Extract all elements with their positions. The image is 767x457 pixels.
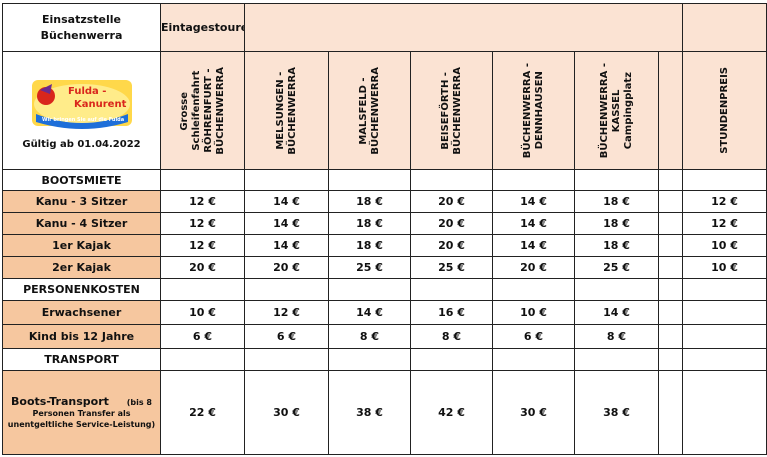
price-cell [657,324,684,349]
route-name: BÜCHENWERRA - DENNHAUSEN [521,62,545,159]
price-cell [657,190,684,213]
route-name: MALSFELD - BÜCHENWERRA [357,66,381,155]
header-spacer [243,3,684,52]
price-cell: 38 € [574,370,659,455]
price-cell: 14 € [492,190,575,213]
price-cell: 14 € [492,212,575,235]
price-cell: 22 € [160,370,245,455]
route-name: STUNDENPREIS [718,67,730,154]
price-cell: 20 € [410,234,493,257]
row-label: 2er Kajak [2,256,161,279]
route-header-2: MELSUNGEN - BÜCHENWERRA [244,51,329,170]
route-header-6: BÜCHENWERRA - KASSEL Campingplatz [574,51,659,170]
price-cell: 12 € [682,190,767,213]
price-cell [682,324,767,349]
route-name: BÜCHENWERRA - KASSEL Campingplatz [598,62,634,159]
station-header: Einsatzstelle Büchenwerra [2,3,161,52]
price-cell: 38 € [328,370,411,455]
price-cell [657,212,684,235]
row-label: 1er Kajak [2,234,161,257]
price-cell: 14 € [492,234,575,257]
price-cell: 16 € [410,300,493,325]
transport-note-inline: (bis 8 [126,398,152,407]
svg-text:Kanurent: Kanurent [74,99,127,110]
section-transport: TRANSPORT [2,348,161,371]
row-label: Erwachsener [2,300,161,325]
fulda-kanurent-logo: Fulda - Kanurent Wir bringen Sie auf die… [31,79,132,129]
route-header-5: BÜCHENWERRA - DENNHAUSEN [492,51,575,170]
row-label: Kanu - 4 Sitzer [2,212,161,235]
transport-title: Boots-Transport [11,395,109,408]
station-line1: Einsatzstelle [41,12,121,26]
price-cell: 25 € [410,256,493,279]
price-cell: 14 € [574,300,659,325]
price-cell: 14 € [244,234,329,257]
section-persons: PERSONENKOSTEN [2,278,161,301]
price-cell: 8 € [328,324,411,349]
price-cell: 6 € [160,324,245,349]
price-cell [657,234,684,257]
price-cell: 12 € [160,234,245,257]
valid-from: Gültig ab 01.04.2022 [22,138,141,150]
logo-cell: Fulda - Kanurent Wir bringen Sie auf die… [2,51,161,170]
price-cell: 14 € [244,212,329,235]
price-cell: 30 € [244,370,329,455]
day-tours-header: Eintagestouren [160,3,245,52]
price-cell [657,256,684,279]
section-boats: BOOTSMIETE [2,169,161,191]
price-cell: 8 € [410,324,493,349]
price-cell: 14 € [328,300,411,325]
svg-text:Fulda -: Fulda - [68,86,106,97]
route-name: Grosse Schleifenfahrt RÖHRENFURT - BÜCHE… [178,66,226,155]
price-cell: 25 € [574,256,659,279]
price-cell: 10 € [682,256,767,279]
price-cell: 20 € [160,256,245,279]
route-header-4: BEISEFÖRTH - BÜCHENWERRA [410,51,493,170]
price-cell [657,370,684,455]
route-name: BEISEFÖRTH - BÜCHENWERRA [439,66,463,155]
price-cell: 12 € [160,190,245,213]
price-cell: 25 € [328,256,411,279]
price-cell: 18 € [574,212,659,235]
price-cell: 30 € [492,370,575,455]
price-cell: 18 € [328,234,411,257]
price-cell: 8 € [574,324,659,349]
price-cell: 18 € [328,190,411,213]
transport-note: Personen Transfer als unentgeltliche Ser… [7,409,156,429]
row-label: Kanu - 3 Sitzer [2,190,161,213]
price-cell: 42 € [410,370,493,455]
price-cell [682,370,767,455]
row-label: Kind bis 12 Jahre [2,324,161,349]
price-cell: 12 € [160,212,245,235]
price-cell: 20 € [244,256,329,279]
hourly-price-header: STUNDENPREIS [682,51,767,170]
svg-text:Wir bringen Sie auf die Fulda: Wir bringen Sie auf die Fulda [42,117,124,123]
price-cell: 12 € [682,212,767,235]
price-cell: 6 € [244,324,329,349]
price-cell: 14 € [244,190,329,213]
price-cell: 10 € [682,234,767,257]
price-cell: 20 € [410,190,493,213]
price-cell: 10 € [492,300,575,325]
price-cell: 10 € [160,300,245,325]
price-cell [657,300,684,325]
price-cell: 18 € [574,234,659,257]
transport-label: Boots-Transport (bis 8 Personen Transfer… [2,370,161,455]
route-header-spacer [657,51,684,170]
price-cell: 20 € [410,212,493,235]
route-name: MELSUNGEN - BÜCHENWERRA [274,66,298,155]
route-header-1: Grosse Schleifenfahrt RÖHRENFURT - BÜCHE… [160,51,245,170]
station-line2: Büchenwerra [40,28,123,42]
route-header-3: MALSFELD - BÜCHENWERRA [328,51,411,170]
price-cell: 12 € [244,300,329,325]
price-table: Einsatzstelle Büchenwerra Eintagestouren… [2,3,767,455]
price-cell [682,300,767,325]
price-cell: 20 € [492,256,575,279]
price-cell: 18 € [328,212,411,235]
price-cell: 18 € [574,190,659,213]
price-cell: 6 € [492,324,575,349]
header-spacer-right [682,3,767,52]
